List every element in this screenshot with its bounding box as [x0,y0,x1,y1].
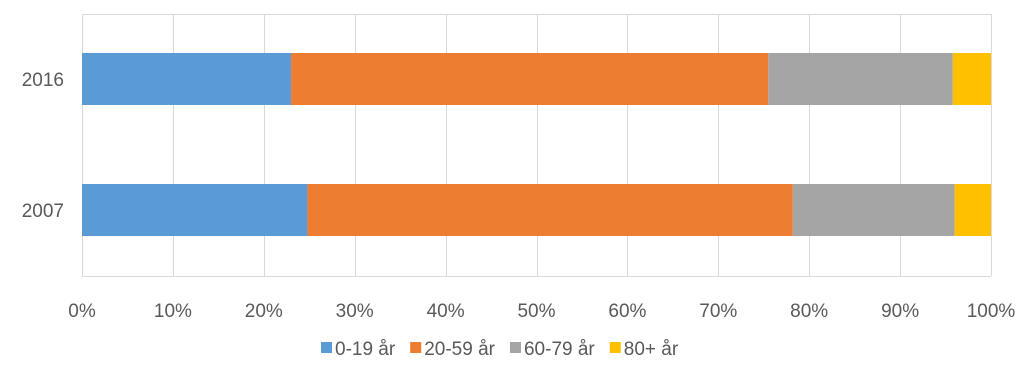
legend-item: 20-59 år [410,339,496,360]
x-axis-tick-labels: 0% 10% 20% 30% 40% 50% 60% 70% 80% 90% 100% [68,301,1015,322]
y-axis-category-labels: 2016 2007 [22,70,64,222]
legend-swatch [509,342,521,353]
x-tick-label: 100% [967,301,1016,322]
legend-item: 0-19 år [321,339,396,360]
x-tick-label: 90% [881,301,919,322]
x-tick-label: 50% [517,301,555,322]
bar-segment [307,184,793,236]
x-tick-label: 20% [245,301,283,322]
bar-segment [952,53,991,105]
x-tick-label: 30% [336,301,374,322]
bar-segment [792,184,955,236]
bar-segment [82,184,308,236]
legend-label: 20-59 år [424,339,495,360]
bar-segment [768,53,953,105]
legend-swatch [321,342,332,353]
legend-swatch [609,342,621,353]
legend-item: 60-79 år [509,339,595,360]
category-label: 2007 [22,201,64,222]
bar-segment [82,53,292,105]
x-tick-label: 80% [790,301,828,322]
legend-item: 80+ år [609,339,679,360]
x-tick-label: 60% [608,301,646,322]
legend-label: 0-19 år [335,339,396,360]
x-tick-label: 40% [427,301,465,322]
bars [82,53,991,236]
legend-label: 80+ år [624,339,679,360]
legend-swatch [410,342,422,353]
x-tick-label: 0% [68,301,96,322]
legend: 0-19 år 20-59 år 60-79 år 80+ år [321,339,679,360]
bar-segment [954,184,991,236]
legend-label: 60-79 år [524,339,595,360]
x-tick-label: 10% [154,301,192,322]
bar-segment [291,53,769,105]
category-label: 2016 [22,70,64,91]
x-tick-label: 70% [699,301,737,322]
